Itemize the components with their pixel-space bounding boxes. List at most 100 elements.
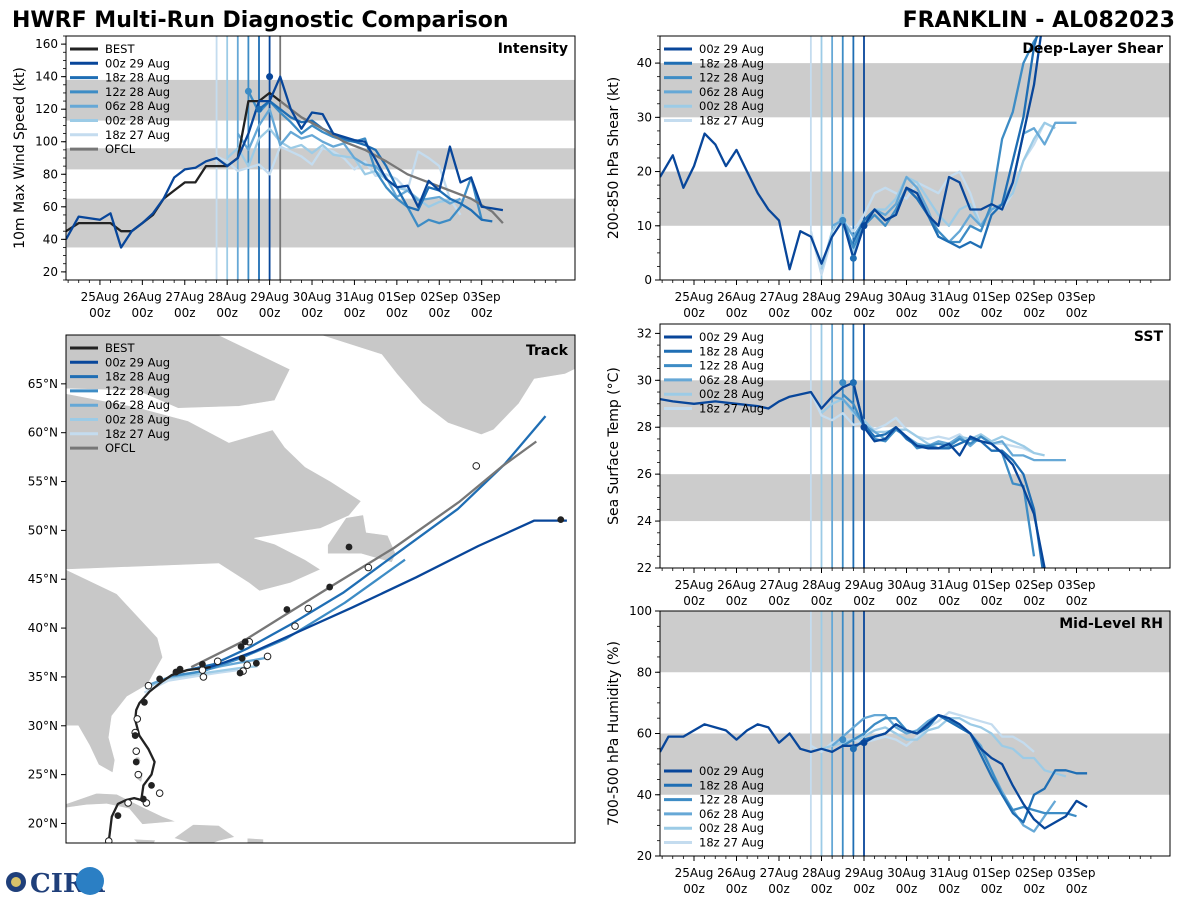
sst-panel-title: SST [1134, 329, 1164, 345]
track-marker-open [304, 604, 313, 613]
shear-band [660, 171, 1170, 226]
track-marker-open [213, 657, 222, 666]
sst-series-18z-28-aug [852, 384, 1044, 568]
track-ytick-label: 35°N [28, 670, 58, 684]
shear-legend-label-12z-28-aug: 12z 28 Aug [699, 71, 764, 85]
sst-xtick-label-time: 00z [811, 594, 833, 608]
shear-band [660, 63, 1170, 118]
shear-xtick-label-time: 00z [981, 306, 1003, 320]
shear-xtick-label-time: 00z [853, 306, 875, 320]
intensity-xtick-label-time: 00z [259, 306, 281, 320]
track-marker-filled [252, 659, 260, 667]
sst-ytick-label: 26 [637, 467, 652, 481]
intensity-legend-label-06z-28-aug: 06z 28 Aug [105, 99, 170, 113]
intensity-legend-label-12z-28-aug: 12z 28 Aug [105, 85, 170, 99]
shear-xtick-label: 27Aug [760, 290, 799, 304]
rh-legend-label-12z-28-aug: 12z 28 Aug [699, 793, 764, 807]
rh-marker-18z-28-aug [849, 745, 857, 753]
track-land [66, 792, 177, 825]
intensity-xtick-label: 02Sep [420, 290, 458, 304]
rh-legend-label-18z-28-aug: 18z 28 Aug [699, 778, 764, 792]
track-legend-label-ofcl: OFCL [105, 441, 136, 455]
track-legend-label-00z-29-aug: 00z 29 Aug [105, 355, 170, 369]
sst-plot [660, 324, 1170, 568]
track-series-00z-29-aug [203, 519, 567, 671]
intensity-marker-00z-29-aug [266, 73, 274, 81]
intensity-legend-label-ofcl: OFCL [105, 142, 136, 156]
intensity-xtick-label: 03Sep [463, 290, 501, 304]
intensity-ytick-label: 100 [35, 135, 58, 149]
shear-xtick-label: 30Aug [887, 290, 926, 304]
shear-ytick-label: 10 [637, 219, 652, 233]
track-marker-filled [238, 654, 246, 662]
cira-globe-icon [76, 867, 104, 895]
shear-xtick-label-time: 00z [896, 306, 918, 320]
intensity-panel-title: Intensity [498, 41, 568, 57]
rh-band [660, 733, 1170, 795]
track-legend-label-06z-28-aug: 06z 28 Aug [105, 398, 170, 412]
track-ytick-label: 60°N [28, 426, 58, 440]
track-marker-filled [131, 732, 139, 739]
track-marker-filled [345, 543, 353, 551]
track-marker-filled [148, 781, 155, 789]
intensity-xtick-label: 01Sep [378, 290, 416, 304]
rh-xtick-label-time: 00z [683, 882, 705, 896]
intensity-plot [66, 36, 575, 280]
track-marker-open [243, 661, 252, 670]
track-marker-open [199, 673, 208, 681]
intensity-ytick-label: 160 [35, 37, 58, 51]
track-marker-filled [139, 795, 147, 803]
intensity-legend-label-best: BEST [105, 42, 135, 56]
sst-xtick-label: 30Aug [887, 578, 926, 592]
intensity-ytick-label: 120 [35, 102, 58, 116]
intensity-ylabel: 10m Max Wind Speed (kt) [12, 67, 28, 249]
shear-panel: 0 10 20 30 40 25Aug 00z 26Aug 00z 27Aug 00z 28Aug 00… [606, 35, 1171, 320]
intensity-series-ofcl [279, 100, 504, 224]
track-marker-filled [156, 675, 164, 683]
sst-xtick-label: 28Aug [802, 578, 841, 592]
intensity-xtick-label: 25Aug [81, 290, 120, 304]
intensity-series-12z-28-aug [247, 90, 483, 228]
shear-xtick-label: 25Aug [675, 290, 714, 304]
intensity-legend-label-00z-29-aug: 00z 29 Aug [105, 56, 170, 70]
sst-series-00z-29-aug [660, 381, 1046, 568]
sst-xtick-label-time: 00z [896, 594, 918, 608]
shear-xtick-label-time: 00z [938, 306, 960, 320]
sst-ytick-label: 30 [637, 373, 652, 387]
track-marker-open [364, 563, 373, 572]
intensity-ytick-label: 60 [43, 200, 58, 214]
rh-legend-label-18z-27-aug: 18z 27 Aug [699, 836, 764, 850]
shear-legend-label-18z-28-aug: 18z 28 Aug [699, 56, 764, 70]
sst-xtick-label-time: 00z [981, 594, 1003, 608]
intensity-legend-label-18z-27-aug: 18z 27 Aug [105, 128, 170, 142]
rh-legend-label-00z-29-aug: 00z 29 Aug [699, 764, 764, 778]
track-land [66, 335, 164, 774]
sst-xtick-label: 03Sep [1058, 578, 1096, 592]
rh-panel-title: Mid-Level RH [1059, 616, 1163, 632]
intensity-xtick-label-time: 00z [471, 306, 493, 320]
intensity-xtick-label: 31Aug [335, 290, 374, 304]
rh-band [660, 611, 1170, 673]
shear-marker-12z-28-aug [839, 216, 847, 224]
track-marker-open [134, 770, 143, 779]
track-legend-label-18z-27-aug: 18z 27 Aug [105, 427, 170, 441]
rh-xtick-label-time: 00z [811, 882, 833, 896]
track-ytick-label: 30°N [28, 719, 58, 733]
track-marker-open [155, 789, 164, 797]
shear-xtick-label: 01Sep [973, 290, 1011, 304]
track-panel-title: Track [526, 343, 569, 359]
track-marker-open [144, 681, 153, 690]
track-legend-label-best: BEST [105, 341, 135, 355]
track-marker-filled [132, 758, 140, 766]
sst-band [660, 474, 1170, 522]
track-marker-filled [241, 638, 249, 646]
shear-legend-label-00z-29-aug: 00z 29 Aug [699, 42, 764, 56]
sst-legend-label-00z-29-aug: 00z 29 Aug [699, 330, 764, 344]
shear-series-18z-27-aug [809, 122, 1046, 276]
sst-legend-label-18z-28-aug: 18z 28 Aug [699, 344, 764, 358]
intensity-xtick-label-time: 00z [386, 306, 408, 320]
intensity-xtick-label: 28Aug [208, 290, 247, 304]
rh-marker-12z-28-aug [839, 736, 847, 744]
